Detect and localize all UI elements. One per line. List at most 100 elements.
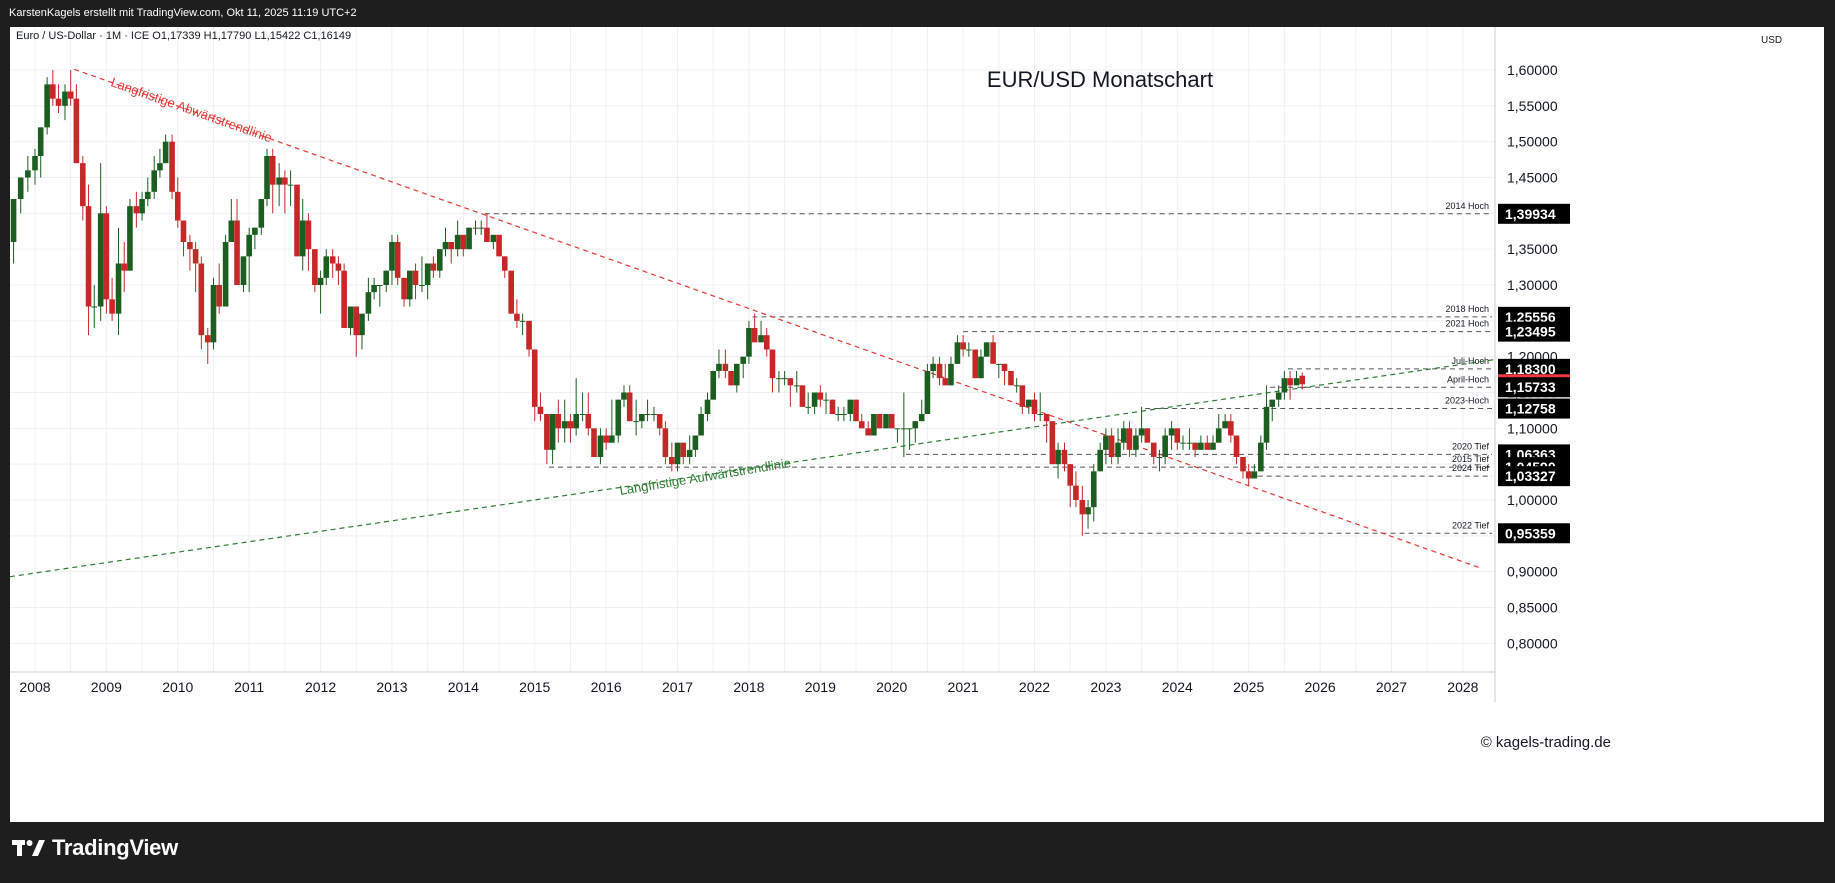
- candle[interactable]: [44, 77, 50, 135]
- candle[interactable]: [341, 263, 347, 329]
- candle[interactable]: [549, 414, 556, 465]
- candle[interactable]: [906, 428, 913, 450]
- candle[interactable]: [1008, 371, 1014, 386]
- candle[interactable]: [954, 335, 961, 364]
- candle[interactable]: [656, 414, 663, 436]
- candle[interactable]: [1085, 500, 1091, 529]
- candle[interactable]: [50, 70, 56, 106]
- candle[interactable]: [162, 134, 169, 164]
- candle[interactable]: [73, 84, 80, 164]
- candle[interactable]: [466, 227, 472, 250]
- candle[interactable]: [716, 349, 722, 379]
- candle[interactable]: [853, 399, 859, 422]
- candle[interactable]: [1198, 435, 1204, 450]
- candle[interactable]: [829, 399, 836, 414]
- price-badge[interactable]: [1498, 377, 1570, 398]
- candle[interactable]: [883, 414, 889, 429]
- candle[interactable]: [514, 299, 520, 328]
- candle[interactable]: [769, 349, 776, 393]
- candle[interactable]: [1174, 428, 1181, 450]
- candle[interactable]: [501, 256, 508, 278]
- candle[interactable]: [258, 199, 265, 235]
- candle[interactable]: [127, 199, 133, 271]
- candle[interactable]: [781, 371, 788, 386]
- price-badge[interactable]: [1498, 203, 1570, 224]
- candle[interactable]: [454, 220, 461, 257]
- candle[interactable]: [377, 285, 383, 307]
- candle[interactable]: [169, 134, 175, 200]
- candle[interactable]: [329, 249, 336, 278]
- candle[interactable]: [371, 277, 377, 300]
- candle[interactable]: [609, 399, 615, 443]
- candle[interactable]: [597, 428, 604, 465]
- candle[interactable]: [1275, 385, 1282, 407]
- candle[interactable]: [704, 392, 711, 422]
- candle[interactable]: [841, 406, 847, 422]
- candle[interactable]: [442, 227, 449, 257]
- candle[interactable]: [234, 199, 240, 285]
- candle[interactable]: [651, 406, 657, 422]
- candle[interactable]: [269, 148, 276, 214]
- candle[interactable]: [1240, 457, 1246, 479]
- candle[interactable]: [591, 428, 597, 457]
- candle[interactable]: [10, 199, 17, 264]
- candle[interactable]: [294, 184, 300, 257]
- candle[interactable]: [544, 414, 550, 465]
- candle[interactable]: [478, 220, 485, 235]
- candle[interactable]: [888, 414, 895, 429]
- candle[interactable]: [157, 148, 163, 178]
- candle[interactable]: [490, 234, 497, 250]
- candle[interactable]: [305, 213, 312, 271]
- chart-frame[interactable]: 2014 Hoch 2018 Hoch 2021 Hoch Juli-Hoch Apri…: [10, 27, 1824, 822]
- candle[interactable]: [1258, 435, 1264, 472]
- candle[interactable]: [1269, 399, 1276, 422]
- candle[interactable]: [228, 199, 235, 242]
- candle[interactable]: [383, 270, 390, 293]
- candle[interactable]: [1037, 392, 1044, 422]
- candle[interactable]: [192, 242, 199, 293]
- candle[interactable]: [876, 414, 883, 429]
- candle[interactable]: [996, 363, 1002, 379]
- candle[interactable]: [204, 328, 211, 364]
- candle[interactable]: [144, 177, 151, 207]
- eurusd-monthly-chart[interactable]: 2014 Hoch 2018 Hoch 2021 Hoch Juli-Hoch Apri…: [10, 27, 1824, 822]
- candle[interactable]: [1233, 435, 1240, 465]
- candle[interactable]: [436, 249, 443, 278]
- candle[interactable]: [633, 399, 639, 436]
- candle[interactable]: [240, 256, 247, 293]
- candle[interactable]: [121, 242, 128, 293]
- candle[interactable]: [115, 227, 122, 336]
- candle[interactable]: [669, 442, 675, 472]
- price-badge[interactable]: [1498, 358, 1570, 379]
- candle[interactable]: [312, 249, 318, 293]
- candle[interactable]: [948, 356, 954, 386]
- candle[interactable]: [484, 213, 490, 242]
- candle[interactable]: [174, 177, 181, 228]
- candle[interactable]: [733, 363, 740, 393]
- candle[interactable]: [264, 148, 270, 207]
- candle[interactable]: [894, 428, 901, 443]
- candle[interactable]: [198, 256, 205, 350]
- candle[interactable]: [1299, 372, 1306, 390]
- candle[interactable]: [287, 170, 294, 207]
- candle[interactable]: [793, 371, 800, 393]
- candle[interactable]: [531, 349, 538, 422]
- candle[interactable]: [1180, 435, 1186, 450]
- candle[interactable]: [1138, 406, 1145, 443]
- candle[interactable]: [1126, 421, 1133, 457]
- candle[interactable]: [394, 234, 401, 285]
- candle[interactable]: [579, 392, 586, 422]
- candle[interactable]: [246, 227, 252, 293]
- candle[interactable]: [85, 184, 92, 336]
- candle[interactable]: [555, 399, 562, 443]
- candle[interactable]: [1079, 485, 1086, 536]
- candle[interactable]: [1281, 371, 1288, 400]
- candle[interactable]: [936, 356, 943, 386]
- candle[interactable]: [674, 442, 681, 472]
- candle[interactable]: [960, 335, 966, 357]
- candle[interactable]: [1067, 464, 1074, 508]
- candle[interactable]: [365, 277, 372, 321]
- candle[interactable]: [621, 385, 627, 407]
- candle[interactable]: [710, 371, 717, 400]
- candle[interactable]: [401, 277, 407, 307]
